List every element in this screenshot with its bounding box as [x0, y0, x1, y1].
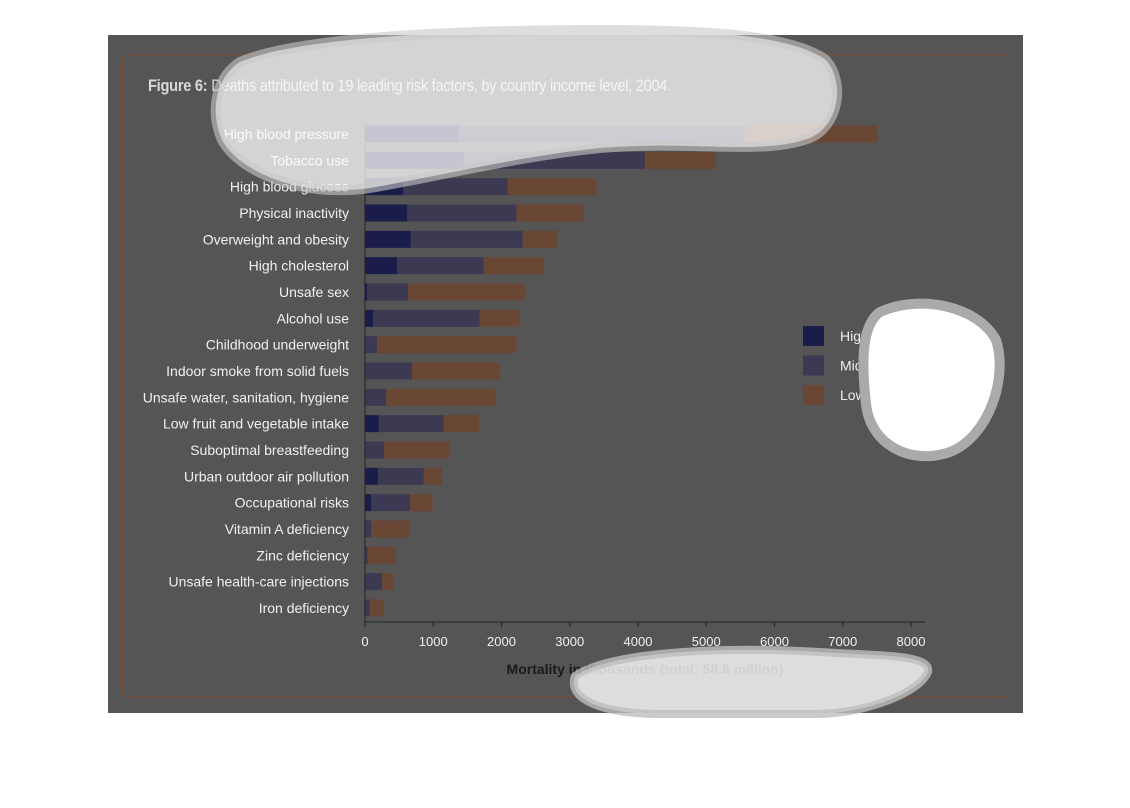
x-tick-label-3000: 3000 [555, 634, 584, 649]
category-label-childhood-underweight: Childhood underweight [206, 337, 349, 353]
category-label-suboptimal-breastfeeding: Suboptimal breastfeeding [190, 442, 349, 458]
x-axis-title: Mortality in thousands (total: 58.8 mill… [507, 661, 784, 677]
bar-suboptimal-breastfeeding-middle-income [365, 441, 385, 459]
legend-swatch-high-income [803, 326, 824, 346]
category-label-occupational-risks: Occupational risks [235, 495, 349, 511]
bar-alcohol-use-middle-income [373, 309, 480, 327]
category-labels: High blood pressure Tobacco use High blood… [143, 126, 349, 616]
bar-iron-deficiency-low-income [369, 599, 384, 617]
legend-swatch-low-income [803, 385, 824, 405]
bar-overweight-and-obesity-middle-income [410, 230, 523, 248]
x-tick-label-8000: 8000 [897, 634, 926, 649]
category-label-physical-inactivity: Physical inactivity [239, 205, 349, 221]
bar-high-blood-glucose-high-income [365, 178, 404, 196]
bar-alcohol-use-high-income [365, 309, 374, 327]
category-label-indoor-smoke-from-solid-fuels: Indoor smoke from solid fuels [166, 363, 349, 379]
bar-childhood-underweight-middle-income [365, 336, 378, 354]
category-label-alcohol-use: Alcohol use [277, 310, 350, 326]
category-label-unsafe-health-care-injections: Unsafe health-care injections [168, 574, 349, 590]
bar-unsafe-health-care-injections-low-income [382, 573, 393, 591]
category-label-iron-deficiency: Iron deficiency [259, 600, 349, 616]
x-tick-label-4000: 4000 [624, 634, 653, 649]
bar-urban-outdoor-air-pollution-middle-income [377, 467, 424, 485]
bar-unsafe-sex-middle-income [367, 283, 408, 301]
category-label-unsafe-water-sanitation-hygiene: Unsafe water, sanitation, hygiene [143, 389, 349, 405]
bar-childhood-underweight-low-income [377, 336, 517, 354]
bar-unsafe-water-sanitation-hygiene-low-income [386, 388, 496, 406]
bar-tobacco-use-high-income [365, 151, 464, 169]
bar-overweight-and-obesity-low-income [522, 230, 557, 248]
x-tick-label-7000: 7000 [828, 634, 857, 649]
legend-label-low-income: Low income [840, 387, 915, 403]
bar-low-fruit-and-vegetable-intake-low-income [443, 415, 479, 433]
legend-label-middle-income: Middle income [840, 358, 930, 374]
bar-iron-deficiency-middle-income [365, 599, 370, 617]
category-label-high-cholesterol: High cholesterol [249, 258, 349, 274]
bar-low-fruit-and-vegetable-intake-middle-income [378, 415, 444, 433]
bar-physical-inactivity-high-income [365, 204, 408, 222]
x-tick-label-6000: 6000 [760, 634, 789, 649]
category-label-vitamin-a-deficiency: Vitamin A deficiency [225, 521, 349, 537]
legend-swatch-middle-income [803, 355, 824, 376]
bar-high-blood-pressure-high-income [365, 125, 459, 143]
bar-vitamin-a-deficiency-low-income [371, 520, 410, 538]
bar-high-blood-pressure-middle-income [458, 125, 745, 143]
legend: High income Middle income Low income [803, 326, 930, 405]
x-tick-label-1000: 1000 [419, 634, 448, 649]
bar-occupational-risks-middle-income [371, 494, 411, 512]
bar-urban-outdoor-air-pollution-low-income [423, 467, 443, 485]
category-label-high-blood-pressure: High blood pressure [224, 126, 350, 142]
category-label-zinc-deficiency: Zinc deficiency [256, 547, 349, 563]
category-label-unsafe-sex: Unsafe sex [279, 284, 349, 300]
category-label-high-blood-glucose: High blood glucose [230, 179, 349, 195]
bar-overweight-and-obesity-high-income [365, 230, 411, 248]
bar-urban-outdoor-air-pollution-high-income [365, 467, 378, 485]
bar-zinc-deficiency-middle-income [365, 546, 368, 564]
x-tick-label-2000: 2000 [487, 634, 516, 649]
category-label-tobacco-use: Tobacco use [270, 152, 349, 168]
bar-high-blood-glucose-middle-income [403, 178, 508, 196]
x-axis: 0 1000 2000 3000 4000 5000 6000 7000 8000 [361, 123, 925, 649]
bar-high-cholesterol-high-income [365, 257, 398, 275]
bar-unsafe-health-care-injections-middle-income [365, 573, 383, 591]
figure-title-lead: Figure 6: [148, 76, 208, 95]
bar-occupational-risks-high-income [365, 494, 372, 512]
bar-high-blood-glucose-low-income [507, 178, 597, 196]
legend-label-high-income: High income [840, 328, 918, 344]
bar-zinc-deficiency-low-income [367, 546, 396, 564]
category-label-urban-outdoor-air-pollution: Urban outdoor air pollution [184, 468, 349, 484]
bar-low-fruit-and-vegetable-intake-high-income [365, 415, 379, 433]
bars-group [365, 125, 877, 617]
bar-high-cholesterol-middle-income [397, 257, 484, 275]
bar-physical-inactivity-middle-income [407, 204, 517, 222]
bar-unsafe-sex-low-income [407, 283, 526, 301]
x-tick-label-0: 0 [361, 634, 368, 649]
bar-high-cholesterol-low-income [483, 257, 544, 275]
category-label-overweight-and-obesity: Overweight and obesity [203, 231, 349, 247]
bar-suboptimal-breastfeeding-low-income [384, 441, 451, 459]
bar-indoor-smoke-from-solid-fuels-low-income [412, 362, 500, 380]
bar-occupational-risks-low-income [410, 494, 433, 512]
bar-unsafe-sex-high-income [365, 283, 368, 301]
bar-unsafe-water-sanitation-hygiene-middle-income [365, 388, 387, 406]
bar-alcohol-use-low-income [479, 309, 520, 327]
x-tick-label-5000: 5000 [692, 634, 721, 649]
bar-indoor-smoke-from-solid-fuels-middle-income [365, 362, 413, 380]
bar-physical-inactivity-low-income [516, 204, 585, 222]
bar-high-blood-pressure-low-income [744, 125, 877, 143]
bar-tobacco-use-middle-income [463, 151, 645, 169]
bar-vitamin-a-deficiency-middle-income [365, 520, 372, 538]
category-label-low-fruit-and-vegetable-intake: Low fruit and vegetable intake [163, 416, 349, 432]
bar-tobacco-use-low-income [644, 151, 716, 169]
